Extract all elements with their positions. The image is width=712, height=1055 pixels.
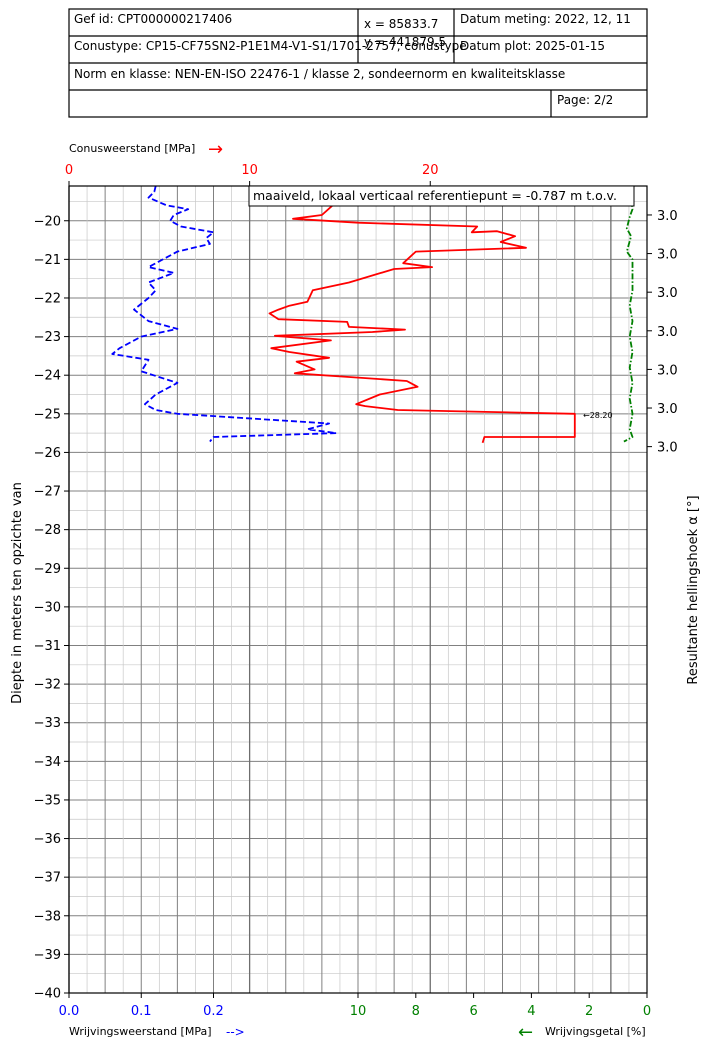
depth-tick-label: −30 bbox=[34, 600, 61, 615]
depth-tick-label: −32 bbox=[34, 678, 61, 693]
friction-axis-tick-label: 0.2 bbox=[203, 1004, 224, 1019]
gef-id: Gef id: CPT000000217406 bbox=[74, 12, 232, 26]
ratio-axis-tick-label: 0 bbox=[643, 1004, 651, 1019]
ratio-axis-tick-label: 2 bbox=[585, 1004, 593, 1019]
depth-tick-label: −28 bbox=[34, 523, 61, 538]
cone-clip-label: ←28.20 bbox=[583, 411, 613, 420]
inclination-tick-label: 3.0 bbox=[657, 209, 678, 224]
depth-tick-label: −38 bbox=[34, 909, 61, 924]
top-axis-tick-label: 20 bbox=[422, 163, 439, 178]
depth-tick-label: −21 bbox=[34, 253, 61, 268]
depth-tick-label: −25 bbox=[34, 407, 61, 422]
norm-klasse: Norm en klasse: NEN-EN-ISO 22476-1 / kla… bbox=[74, 67, 565, 81]
depth-tick-label: −20 bbox=[34, 214, 61, 229]
depth-tick-label: −33 bbox=[34, 716, 61, 731]
inclination-tick-label: 3.0 bbox=[657, 441, 678, 456]
annotation-box bbox=[248, 185, 635, 207]
inclination-tick-label: 3.0 bbox=[657, 248, 678, 263]
cone-resistance-line bbox=[268, 202, 576, 444]
depth-tick-label: −26 bbox=[34, 446, 61, 461]
inclination-tick-label: 3.0 bbox=[657, 402, 678, 417]
depth-tick-label: −37 bbox=[34, 871, 61, 886]
inclination-labels: 3.0 3.0 3.0 3.0 3.0 3.0 3.0 bbox=[647, 209, 678, 456]
ratio-axis-tick-label: 6 bbox=[469, 1004, 477, 1019]
depth-tick-label: −22 bbox=[34, 291, 61, 306]
depth-axis-label: Diepte in meters ten opzichte van bbox=[10, 482, 25, 704]
bottom-right-axis-arrow: ← bbox=[518, 1022, 533, 1043]
inclination-axis-label: Resultante hellingshoek α [°] bbox=[686, 495, 701, 684]
depth-tick-label: −31 bbox=[34, 639, 61, 654]
conustype: Conustype: CP15-CF75SN2-P1E1M4-V1-S1/170… bbox=[74, 39, 467, 53]
friction-axis-tick-label: 0.1 bbox=[131, 1004, 152, 1019]
depth-tick-label: −23 bbox=[34, 330, 61, 345]
ratio-axis-tick-label: 4 bbox=[527, 1004, 535, 1019]
bottom-left-axis-arrow: --> bbox=[226, 1025, 245, 1039]
depth-tick-label: −35 bbox=[34, 793, 61, 808]
friction-axis-tick-label: 0.0 bbox=[59, 1004, 80, 1019]
top-axis-label: Conusweerstand [MPa] bbox=[69, 142, 195, 155]
header-table bbox=[68, 8, 648, 118]
grid bbox=[68, 186, 648, 994]
depth-tick-label: −39 bbox=[34, 948, 61, 963]
friction-resistance-line bbox=[111, 185, 338, 443]
page-number: Page: 2/2 bbox=[557, 93, 613, 107]
depth-tick-label: −40 bbox=[34, 987, 61, 1002]
friction-ratio-line bbox=[623, 185, 634, 443]
bottom-right-axis-label: Wrijvingsgetal [%] bbox=[545, 1025, 646, 1038]
top-axis-tick-label: 0 bbox=[65, 163, 73, 178]
inclination-tick-label: 3.0 bbox=[657, 325, 678, 340]
y-coordinate: y = 441879.5 bbox=[364, 35, 446, 49]
ratio-axis-tick-label: 10 bbox=[350, 1004, 367, 1019]
series-layer bbox=[111, 185, 634, 444]
depth-tick-label: −27 bbox=[34, 485, 61, 500]
bottom-axis-ticks: 0.0 0.1 0.2 10 8 6 4 2 0 bbox=[59, 993, 651, 1019]
depth-tick-label: −36 bbox=[34, 832, 61, 847]
top-axis-arrow: → bbox=[208, 139, 223, 160]
inclination-tick-label: 3.0 bbox=[657, 286, 678, 301]
depth-tick-label: −29 bbox=[34, 562, 61, 577]
bottom-left-axis-label: Wrijvingsweerstand [MPa] bbox=[69, 1025, 212, 1038]
depth-axis-ticks: −20 −21 −22 −23 −24 −25 −26 −27 −28 −29 −30 −31 −32 −… bbox=[34, 214, 69, 1002]
depth-tick-label: −24 bbox=[34, 369, 61, 384]
inclination-tick-label: 3.0 bbox=[657, 363, 678, 378]
ratio-axis-tick-label: 8 bbox=[412, 1004, 420, 1019]
annotation-text: maaiveld, lokaal verticaal referentiepun… bbox=[253, 188, 617, 203]
x-coordinate: x = 85833.7 bbox=[364, 17, 438, 31]
depth-tick-label: −34 bbox=[34, 755, 61, 770]
datum-plot: Datum plot: 2025-01-15 bbox=[460, 39, 605, 53]
top-axis-tick-label: 10 bbox=[241, 163, 258, 178]
datum-meting: Datum meting: 2022, 12, 11 bbox=[460, 12, 631, 26]
top-axis-ticks: 0 10 20 bbox=[65, 163, 439, 186]
